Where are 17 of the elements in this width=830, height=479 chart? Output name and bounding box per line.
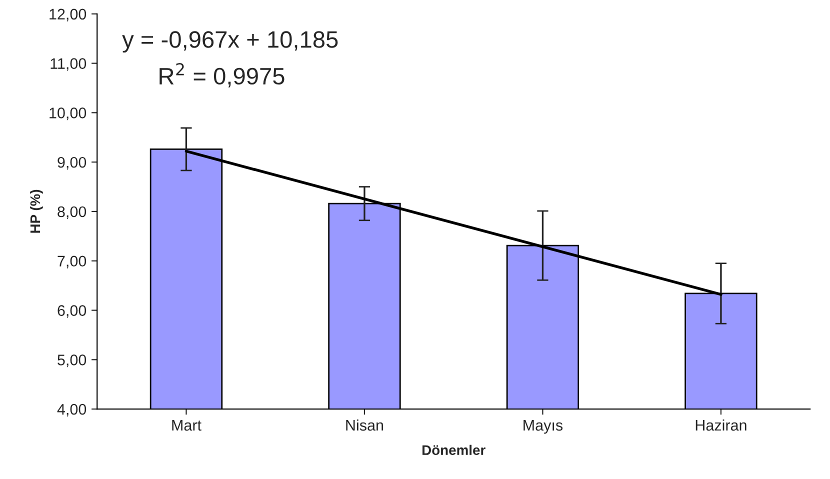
x-axis-title: Dönemler bbox=[422, 444, 486, 456]
y-tick-label: 12,00 bbox=[50, 8, 86, 22]
x-tick-label: Haziran bbox=[696, 419, 746, 431]
annotation: y = -0,967x + 10,185 bbox=[122, 31, 338, 53]
annotation: R$^{2}$ = 0,9975 bbox=[160, 63, 284, 88]
x-tick-label: Mart bbox=[172, 420, 202, 431]
y-axis-title: HP (%) bbox=[30, 190, 43, 233]
x-tick-label: Nisan bbox=[346, 419, 384, 431]
y-tick-label: 10,00 bbox=[50, 108, 86, 120]
y-tick-label: 8,00 bbox=[58, 206, 86, 219]
y-tick-label: 7,00 bbox=[58, 256, 86, 268]
y-tick-label: 11,00 bbox=[50, 58, 86, 71]
y-tick-label: 6,00 bbox=[58, 305, 86, 318]
y-tick-label: 5,00 bbox=[58, 354, 86, 368]
y-tick-label: 4,00 bbox=[57, 404, 86, 417]
x-tick-label: Mayıs bbox=[524, 420, 563, 434]
y-tick-label: 9,00 bbox=[58, 156, 86, 170]
